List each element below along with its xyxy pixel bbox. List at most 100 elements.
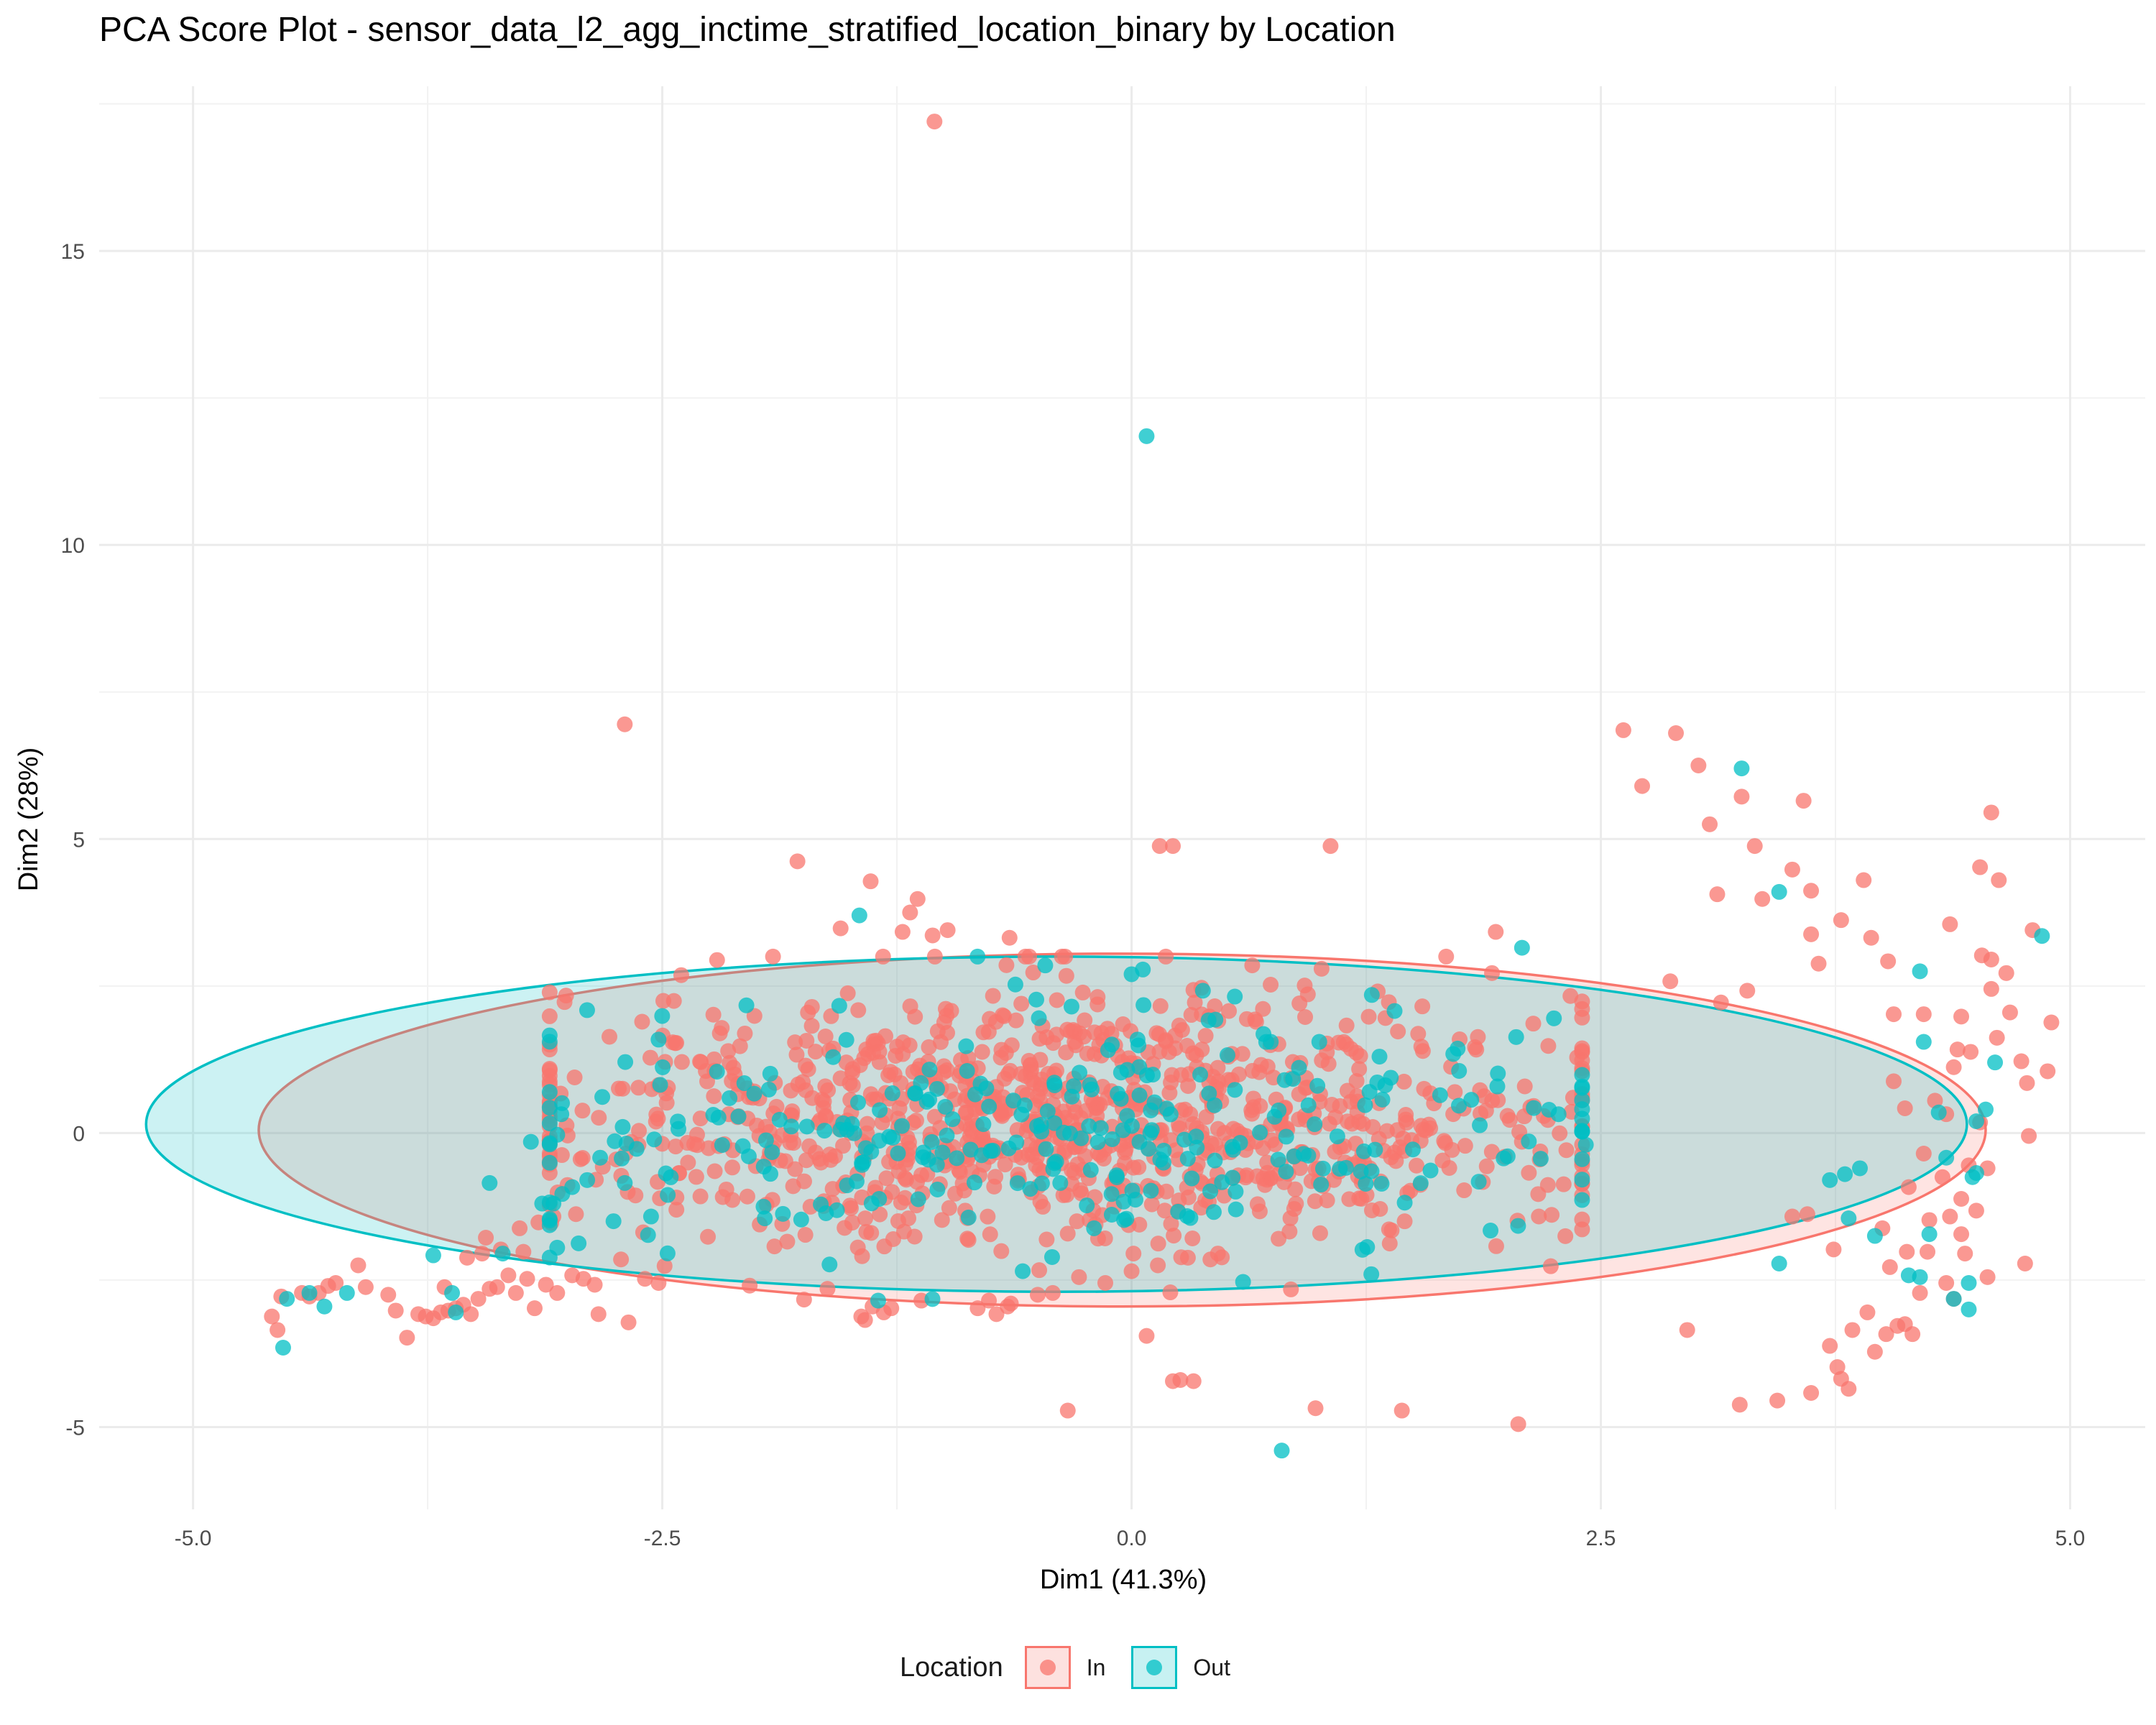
- data-point-out: [870, 1292, 886, 1309]
- data-point-in: [568, 1206, 584, 1223]
- data-point-in: [1540, 1038, 1557, 1054]
- data-point-in: [1915, 1006, 1932, 1023]
- data-point-out: [1309, 1077, 1326, 1094]
- data-point-in: [1886, 1073, 1902, 1090]
- data-point-out: [1086, 1220, 1102, 1236]
- data-point-out: [1007, 976, 1023, 993]
- data-point-out: [798, 1118, 815, 1135]
- data-point-in: [893, 1194, 909, 1210]
- data-point-in: [668, 1202, 685, 1218]
- data-point-out: [1052, 1174, 1069, 1191]
- y-tick-label: 15: [61, 240, 85, 264]
- data-point-in: [878, 1170, 895, 1187]
- data-point-in: [1393, 1402, 1410, 1419]
- data-point-in: [1953, 1008, 1970, 1025]
- data-point-in: [1089, 996, 1106, 1013]
- data-point-out: [937, 1098, 954, 1115]
- data-point-in: [1173, 1067, 1189, 1083]
- data-point-in: [1414, 1043, 1431, 1059]
- data-point-in: [1151, 1044, 1168, 1060]
- data-point-in: [850, 1002, 867, 1018]
- data-point-out: [1313, 1177, 1330, 1193]
- data-point-in: [1313, 960, 1330, 977]
- data-point-in: [1525, 1016, 1542, 1032]
- data-point-in: [1282, 1210, 1299, 1226]
- data-point-in: [859, 1116, 875, 1132]
- data-point-in: [350, 1257, 367, 1274]
- data-point-in: [627, 1187, 644, 1204]
- data-point-out: [1005, 1092, 1022, 1109]
- data-point-in: [954, 1175, 971, 1192]
- data-point-in: [1238, 1011, 1255, 1027]
- data-point-in: [680, 1154, 696, 1171]
- legend-key-in: [1024, 1646, 1071, 1689]
- data-point-in: [886, 1066, 903, 1082]
- data-point-in: [1915, 1146, 1932, 1162]
- data-point-out: [1386, 1003, 1403, 1019]
- data-point-in: [1398, 1106, 1414, 1123]
- data-point-out: [1968, 1165, 1984, 1181]
- data-point-out: [924, 1291, 941, 1307]
- data-point-out: [1977, 1101, 1994, 1118]
- data-point-in: [720, 1043, 737, 1059]
- data-point-out: [541, 1100, 558, 1116]
- data-point-in: [574, 1103, 591, 1119]
- y-axis-title: Dim2 (28%): [14, 748, 44, 892]
- data-point-in: [817, 1029, 834, 1045]
- data-point-in: [706, 1163, 723, 1179]
- data-point-in: [1297, 1008, 1314, 1025]
- data-point-in: [328, 1275, 344, 1291]
- data-point-in: [1934, 1169, 1950, 1185]
- data-point-out: [1118, 1210, 1135, 1227]
- data-point-in: [857, 1312, 873, 1328]
- data-point-in: [2040, 1063, 2056, 1080]
- data-point-out: [890, 1145, 906, 1162]
- data-point-in: [1733, 788, 1750, 805]
- data-point-out: [1205, 1204, 1222, 1220]
- data-point-in: [1574, 1211, 1590, 1228]
- data-point-out: [949, 1150, 965, 1167]
- data-point-in: [987, 1169, 1004, 1185]
- data-point-in: [1396, 1073, 1412, 1090]
- data-point-out: [972, 1075, 989, 1092]
- data-point-in: [1167, 1027, 1184, 1044]
- data-point-in: [1002, 1062, 1018, 1079]
- data-point-in: [787, 1034, 803, 1051]
- data-point-in: [800, 1004, 816, 1021]
- data-point-in: [1473, 1105, 1489, 1122]
- data-point-out: [1771, 883, 1787, 900]
- data-point-out: [1363, 987, 1380, 1003]
- data-point-out: [482, 1174, 498, 1191]
- data-point-in: [1073, 1185, 1089, 1202]
- data-point-in: [1360, 1008, 1377, 1025]
- data-point-in: [1942, 1208, 1958, 1225]
- data-point-out: [915, 1144, 931, 1161]
- data-point-out: [670, 1113, 686, 1130]
- data-point-in: [706, 1088, 722, 1105]
- data-point-out: [1063, 998, 1079, 1015]
- data-point-out: [755, 1198, 772, 1215]
- data-point-in: [667, 1035, 683, 1052]
- data-point-in: [1319, 1192, 1335, 1209]
- data-point-in: [811, 1151, 828, 1167]
- data-point-in: [1972, 859, 1989, 875]
- data-point-in: [1557, 1228, 1574, 1244]
- data-point-in: [765, 948, 781, 965]
- data-point-in: [1077, 1012, 1093, 1029]
- data-point-in: [957, 1077, 974, 1093]
- data-point-in: [1291, 995, 1308, 1012]
- data-point-out: [757, 1210, 773, 1227]
- data-point-out: [275, 1340, 291, 1356]
- series-out: [275, 428, 2050, 1459]
- data-point-out: [1291, 1059, 1307, 1076]
- data-point-in: [500, 1267, 517, 1284]
- data-point-out: [1961, 1301, 1977, 1317]
- data-point-in: [909, 891, 926, 907]
- data-point-out: [1046, 1115, 1063, 1131]
- data-point-in: [1158, 948, 1174, 965]
- data-point-in: [1899, 1243, 1915, 1260]
- data-point-in: [1501, 1112, 1518, 1128]
- data-point-in: [857, 1210, 873, 1227]
- data-point-in: [862, 873, 879, 890]
